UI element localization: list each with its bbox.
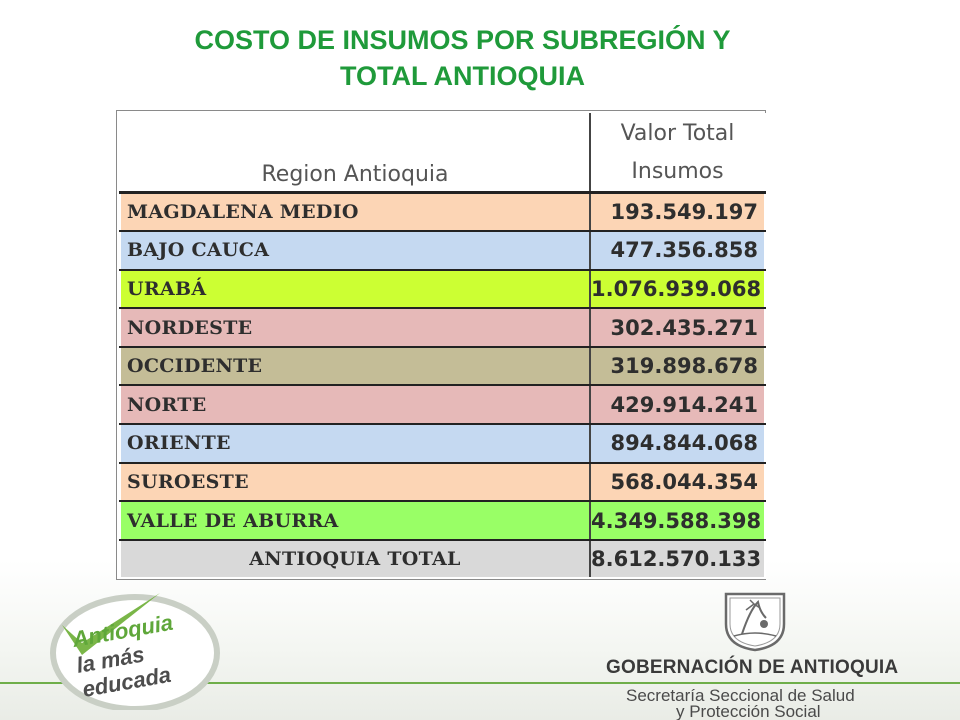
- region-value: 477.356.858: [589, 230, 766, 271]
- region-value: 302.435.271: [589, 307, 766, 348]
- region-value: 568.044.354: [589, 461, 766, 503]
- coat-of-arms-icon: [724, 592, 786, 652]
- region-value: 1.076.939.068: [589, 268, 766, 310]
- region-name: OCCIDENTE: [119, 345, 591, 387]
- region-value: 193.549.197: [589, 191, 766, 233]
- table-header-row: Region Antioquia Valor Total Insumos: [119, 113, 766, 194]
- table-body: MAGDALENA MEDIO 193.549.197 BAJO CAUCA 477.…: [119, 191, 766, 580]
- region-value: 4.349.588.398: [589, 500, 766, 541]
- department-line-2: y Protección Social: [676, 702, 821, 720]
- header-value-line-1: Valor Total: [620, 121, 735, 146]
- region-name: BAJO CAUCA: [119, 230, 591, 271]
- total-label: ANTIOQUIA TOTAL: [119, 538, 591, 580]
- region-name: NORTE: [119, 384, 591, 426]
- header-value-line-2: Insumos: [631, 159, 724, 184]
- region-value: 429.914.241: [589, 384, 766, 426]
- title-line-2: TOTAL ANTIOQUIA: [340, 61, 585, 91]
- header-value: Valor Total Insumos: [589, 113, 766, 194]
- region-value: 319.898.678: [589, 345, 766, 387]
- region-name: NORDESTE: [119, 307, 591, 348]
- region-name: URABÁ: [119, 268, 591, 310]
- cost-table-frame: Region Antioquia Valor Total Insumos MAG…: [116, 110, 766, 580]
- title-line-1: COSTO DE INSUMOS POR SUBREGIÓN Y: [194, 25, 731, 55]
- region-value: 894.844.068: [589, 423, 766, 464]
- table-row: NORDESTE 302.435.271: [119, 307, 766, 348]
- header-region: Region Antioquia: [119, 113, 591, 194]
- region-name: SUROESTE: [119, 461, 591, 503]
- cost-table: Region Antioquia Valor Total Insumos MAG…: [119, 113, 766, 580]
- region-name: MAGDALENA MEDIO: [119, 191, 591, 233]
- total-value: 8.612.570.133: [589, 538, 766, 580]
- table-row: VALLE DE ABURRA 4.349.588.398: [119, 500, 766, 541]
- footer-divider: [0, 682, 960, 684]
- table-row: MAGDALENA MEDIO 193.549.197: [119, 191, 766, 233]
- department-line-1: Secretaría Seccional de Salud: [626, 686, 855, 705]
- table-row: URABÁ 1.076.939.068: [119, 268, 766, 310]
- table-row: NORTE 429.914.241: [119, 384, 766, 426]
- region-name: ORIENTE: [119, 423, 591, 464]
- table-row: ORIENTE 894.844.068: [119, 423, 766, 464]
- table-row: SUROESTE 568.044.354: [119, 461, 766, 503]
- region-name: VALLE DE ABURRA: [119, 500, 591, 541]
- government-name: GOBERNACIÓN DE ANTIOQUIA: [606, 657, 899, 678]
- antioquia-educada-logo: Antioquia la más educada: [50, 593, 220, 710]
- slide-title: COSTO DE INSUMOS POR SUBREGIÓN Y TOTAL A…: [0, 22, 925, 94]
- table-row: OCCIDENTE 319.898.678: [119, 345, 766, 387]
- total-row: ANTIOQUIA TOTAL 8.612.570.133: [119, 538, 766, 580]
- table-row: BAJO CAUCA 477.356.858: [119, 230, 766, 271]
